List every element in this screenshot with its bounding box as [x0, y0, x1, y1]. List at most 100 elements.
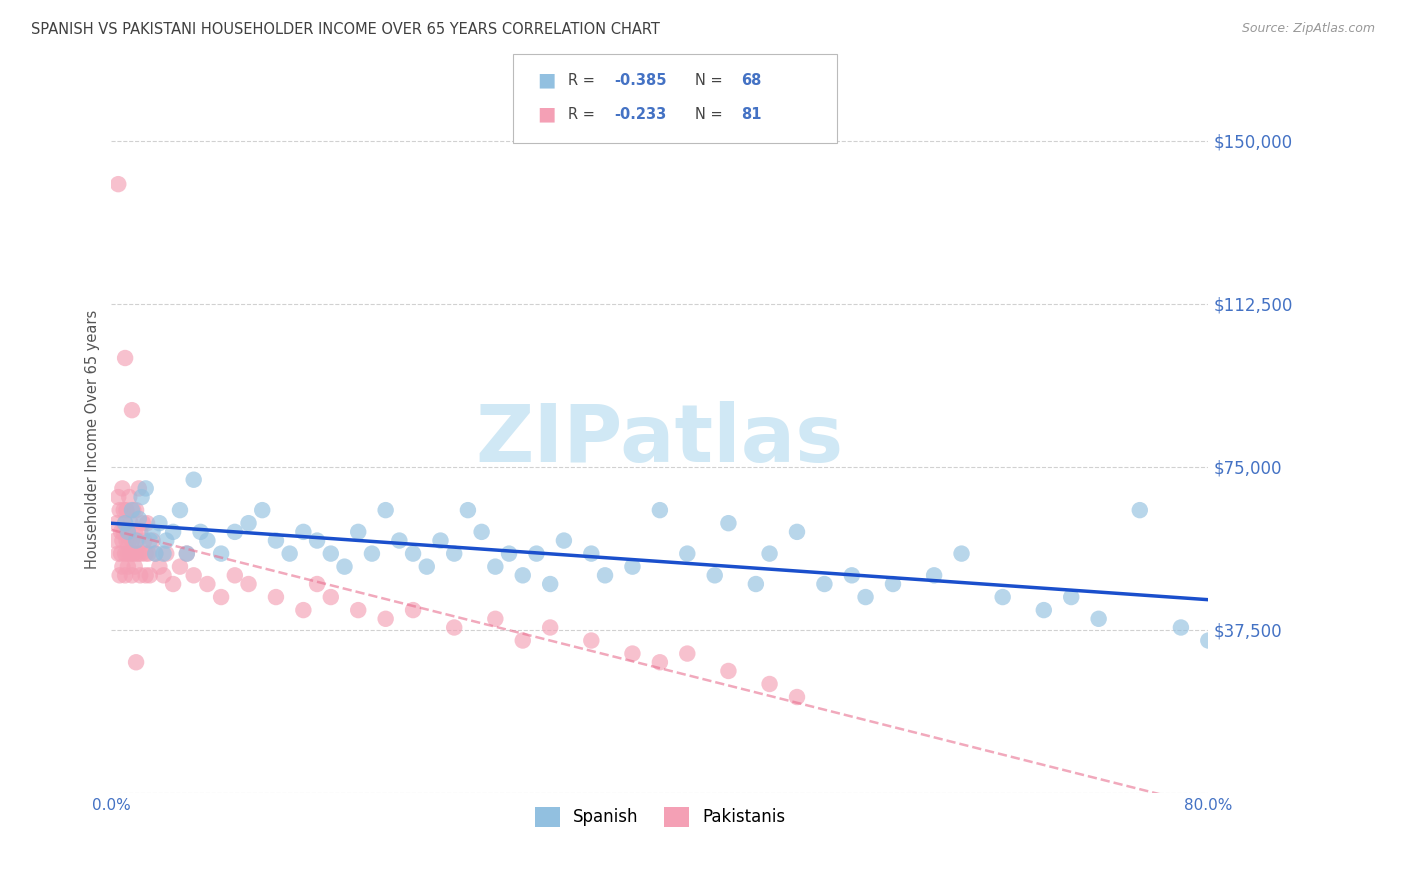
Point [104, 533, 127, 548]
Point [135, 568, 157, 582]
Point [121, 503, 143, 517]
Point [443, 620, 465, 634]
Point [758, 677, 780, 691]
Point [278, 547, 301, 561]
Point [1087, 612, 1109, 626]
Point [111, 559, 134, 574]
Point [114, 516, 136, 531]
Point [135, 547, 157, 561]
Point [333, 559, 356, 574]
Text: ■: ■ [537, 104, 555, 124]
Point [526, 547, 548, 561]
Point [593, 568, 616, 582]
Point [512, 633, 534, 648]
Point [122, 547, 145, 561]
Point [319, 590, 342, 604]
Text: R =: R = [568, 107, 599, 121]
Point [950, 547, 973, 561]
Point [139, 533, 162, 548]
Point [115, 503, 138, 517]
Text: 81: 81 [741, 107, 762, 121]
Point [155, 547, 177, 561]
Point [114, 351, 136, 365]
Point [162, 524, 184, 539]
Point [1060, 590, 1083, 604]
Point [143, 547, 166, 561]
Point [813, 577, 835, 591]
Point [124, 524, 146, 539]
Point [136, 516, 159, 531]
Point [152, 547, 174, 561]
Point [107, 490, 129, 504]
Point [125, 503, 148, 517]
Point [1197, 633, 1219, 648]
Text: 68: 68 [741, 73, 761, 87]
Point [209, 590, 232, 604]
Y-axis label: Householder Income Over 65 years: Householder Income Over 65 years [86, 310, 100, 569]
Point [484, 612, 506, 626]
Point [112, 503, 135, 517]
Point [553, 533, 575, 548]
Point [538, 620, 561, 634]
Point [131, 547, 153, 561]
Point [121, 533, 143, 548]
Point [152, 568, 174, 582]
Point [107, 177, 129, 191]
Point [1129, 503, 1152, 517]
Point [114, 547, 136, 561]
Point [498, 547, 520, 561]
Point [125, 547, 148, 561]
Text: R =: R = [568, 73, 599, 87]
Point [143, 547, 166, 561]
Point [1032, 603, 1054, 617]
Point [108, 503, 131, 517]
Point [786, 524, 808, 539]
Text: -0.233: -0.233 [614, 107, 666, 121]
Point [402, 603, 425, 617]
Point [111, 533, 134, 548]
Point [676, 647, 699, 661]
Point [922, 568, 945, 582]
Point [841, 568, 863, 582]
Point [124, 559, 146, 574]
Point [128, 482, 150, 496]
Point [786, 690, 808, 704]
Point [141, 524, 163, 539]
Point [132, 516, 155, 531]
Text: N =: N = [695, 73, 727, 87]
Point [105, 516, 128, 531]
Point [176, 547, 198, 561]
Point [134, 533, 156, 548]
Point [703, 568, 725, 582]
Point [112, 524, 135, 539]
Legend: Spanish, Pakistanis: Spanish, Pakistanis [529, 800, 792, 834]
Point [581, 547, 603, 561]
Point [264, 533, 287, 548]
Point [120, 547, 142, 561]
Point [224, 568, 246, 582]
Point [758, 547, 780, 561]
Point [264, 590, 287, 604]
Point [128, 547, 150, 561]
Point [117, 524, 139, 539]
Point [162, 577, 184, 591]
Point [131, 490, 153, 504]
Point [127, 533, 149, 548]
Point [457, 503, 479, 517]
Point [107, 547, 129, 561]
Point [117, 559, 139, 574]
Point [238, 516, 260, 531]
Point [120, 516, 142, 531]
Point [991, 590, 1014, 604]
Point [190, 524, 212, 539]
Point [621, 647, 644, 661]
Point [197, 533, 219, 548]
Point [374, 612, 396, 626]
Point [141, 533, 163, 548]
Point [183, 473, 205, 487]
Point [117, 547, 139, 561]
Point [121, 403, 143, 417]
Point [183, 568, 205, 582]
Point [1170, 620, 1192, 634]
Point [125, 655, 148, 669]
